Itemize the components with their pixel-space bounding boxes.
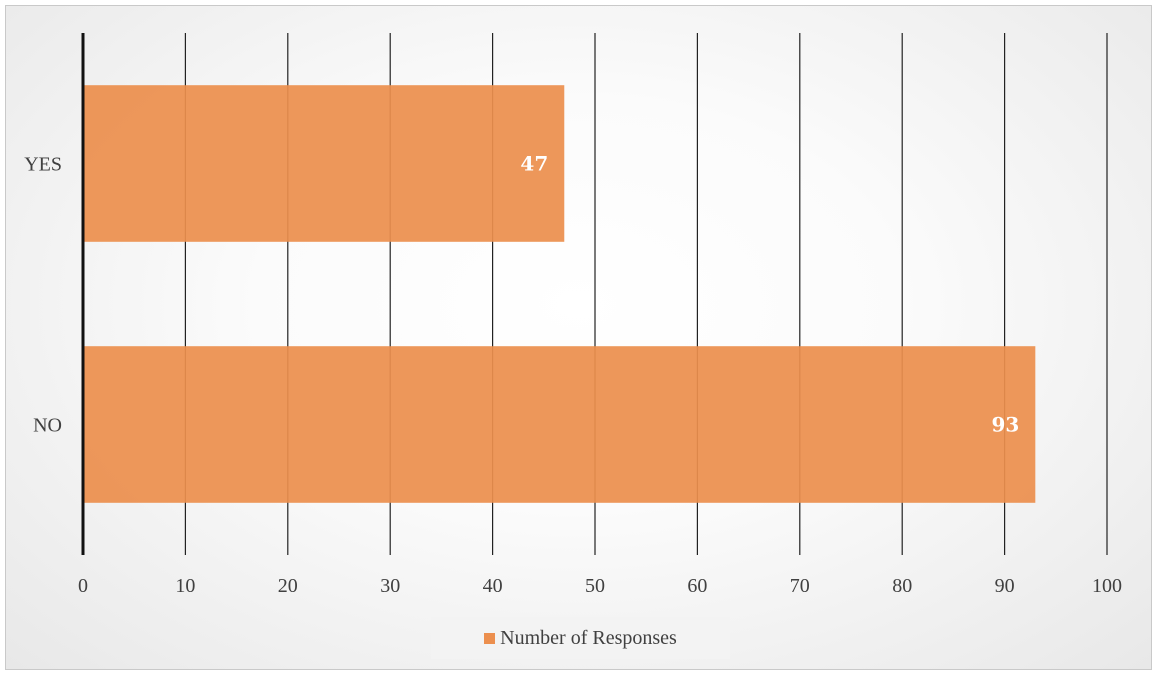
x-tick-label-50: 50 bbox=[585, 575, 605, 597]
legend-label: Number of Responses bbox=[500, 626, 677, 649]
legend: Number of Responses bbox=[431, 617, 730, 659]
x-tick-label-10: 10 bbox=[175, 575, 195, 597]
x-tick-label-90: 90 bbox=[995, 575, 1015, 597]
bar-layer bbox=[84, 85, 1036, 503]
x-tick-label-30: 30 bbox=[380, 575, 400, 597]
data-label-no: 93 bbox=[991, 413, 1019, 437]
x-tick-label-70: 70 bbox=[790, 575, 810, 597]
x-tick-label-0: 0 bbox=[78, 575, 88, 597]
category-label-no: NO bbox=[33, 415, 62, 437]
data-label-yes: 47 bbox=[520, 152, 548, 176]
x-tick-label-20: 20 bbox=[278, 575, 298, 597]
x-tick-label-60: 60 bbox=[687, 575, 707, 597]
x-tick-label-80: 80 bbox=[892, 575, 912, 597]
x-tick-label-100: 100 bbox=[1092, 575, 1122, 597]
category-label-yes: YES bbox=[24, 154, 62, 176]
bar-no bbox=[84, 346, 1036, 503]
label-layer: 0 10 20 30 40 50 60 70 80 90 100 47 YES 93 NO bbox=[24, 152, 1122, 598]
bar-yes bbox=[84, 85, 565, 242]
legend-swatch bbox=[484, 632, 496, 644]
x-tick-label-40: 40 bbox=[483, 575, 503, 597]
